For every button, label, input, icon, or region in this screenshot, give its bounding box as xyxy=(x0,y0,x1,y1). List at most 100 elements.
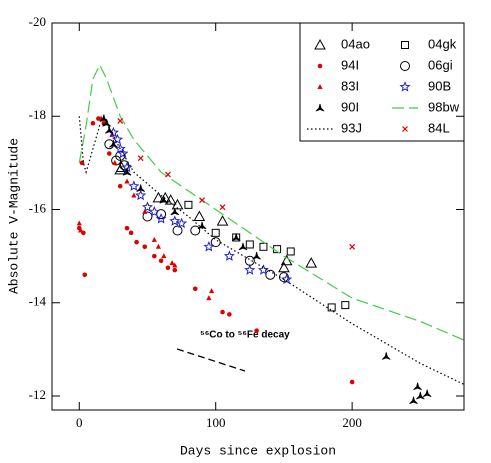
marker xyxy=(220,309,225,315)
marker xyxy=(257,264,269,275)
marker xyxy=(117,147,129,159)
marker xyxy=(197,221,207,230)
marker xyxy=(128,230,134,236)
y-axis-label: Absolute V-Magnitude xyxy=(6,138,21,294)
marker xyxy=(286,247,295,256)
y-tick-label: -14 xyxy=(29,294,47,309)
marker xyxy=(265,269,276,280)
legend-label: 90B xyxy=(428,78,451,93)
legend-label: 06gi xyxy=(428,57,453,72)
marker xyxy=(238,242,248,251)
marker xyxy=(209,288,215,294)
marker xyxy=(117,183,123,189)
marker xyxy=(134,239,139,245)
marker xyxy=(399,81,411,92)
marker xyxy=(141,201,154,212)
marker xyxy=(193,210,206,221)
marker xyxy=(401,41,409,49)
legend-label: 98bw xyxy=(428,99,460,114)
marker xyxy=(280,254,293,266)
marker xyxy=(206,295,212,301)
y-tick-label: -20 xyxy=(29,14,46,29)
marker xyxy=(259,242,268,251)
legend-box xyxy=(299,22,465,142)
legend-label: 04ao xyxy=(341,36,370,51)
marker xyxy=(210,237,221,248)
marker xyxy=(317,84,323,89)
marker xyxy=(190,225,201,236)
marker xyxy=(349,243,356,250)
y-tick-label: -12 xyxy=(29,387,46,402)
marker xyxy=(159,196,169,204)
marker xyxy=(400,61,410,71)
marker xyxy=(112,159,118,165)
marker xyxy=(252,252,261,260)
marker xyxy=(152,191,165,203)
marker xyxy=(203,240,215,252)
marker xyxy=(155,243,162,249)
marker xyxy=(192,286,198,292)
marker xyxy=(254,328,259,334)
marker xyxy=(90,120,96,126)
y-tick-label: -18 xyxy=(29,107,46,122)
marker xyxy=(422,389,432,398)
marker xyxy=(109,140,118,148)
marker xyxy=(135,189,147,201)
marker xyxy=(111,133,124,145)
legend-label: 90I xyxy=(341,99,359,114)
marker xyxy=(131,192,137,198)
marker xyxy=(219,204,226,211)
marker xyxy=(82,272,88,278)
marker xyxy=(317,63,323,69)
marker xyxy=(106,151,112,156)
marker xyxy=(199,197,205,204)
marker xyxy=(151,236,157,242)
marker xyxy=(136,184,145,192)
marker xyxy=(278,261,290,273)
line xyxy=(78,116,465,385)
marker xyxy=(165,171,171,178)
marker xyxy=(314,38,326,50)
marker xyxy=(79,160,85,166)
marker xyxy=(142,211,153,222)
marker xyxy=(231,233,241,241)
marker xyxy=(161,253,167,259)
marker xyxy=(416,391,425,400)
marker xyxy=(124,225,130,231)
marker xyxy=(117,117,124,124)
marker xyxy=(349,379,355,385)
x-tick-label: 100 xyxy=(206,415,226,430)
x-tick-label: 200 xyxy=(342,415,362,430)
marker xyxy=(170,207,180,216)
marker xyxy=(169,260,175,266)
marker xyxy=(99,114,109,122)
marker xyxy=(413,382,422,391)
marker xyxy=(223,250,235,261)
marker xyxy=(124,178,130,184)
marker xyxy=(148,205,160,217)
marker xyxy=(244,264,256,275)
marker xyxy=(172,262,178,268)
marker xyxy=(245,240,254,249)
marker xyxy=(165,265,171,271)
legend-label: 94I xyxy=(341,57,359,72)
y-tick-label: -16 xyxy=(29,200,47,215)
decay-slope xyxy=(176,348,246,372)
marker xyxy=(315,103,325,112)
marker xyxy=(184,200,193,209)
marker xyxy=(172,225,183,236)
marker xyxy=(327,303,336,312)
marker xyxy=(142,244,148,250)
marker xyxy=(402,126,408,132)
marker xyxy=(164,194,177,205)
legend-label: 84L xyxy=(428,120,450,135)
marker xyxy=(409,396,418,405)
marker xyxy=(305,257,318,268)
plot-frame xyxy=(51,22,465,411)
marker xyxy=(172,267,178,273)
x-tick-label: 0 xyxy=(76,415,83,430)
marker xyxy=(176,217,188,229)
marker xyxy=(169,215,181,226)
marker xyxy=(128,180,140,191)
